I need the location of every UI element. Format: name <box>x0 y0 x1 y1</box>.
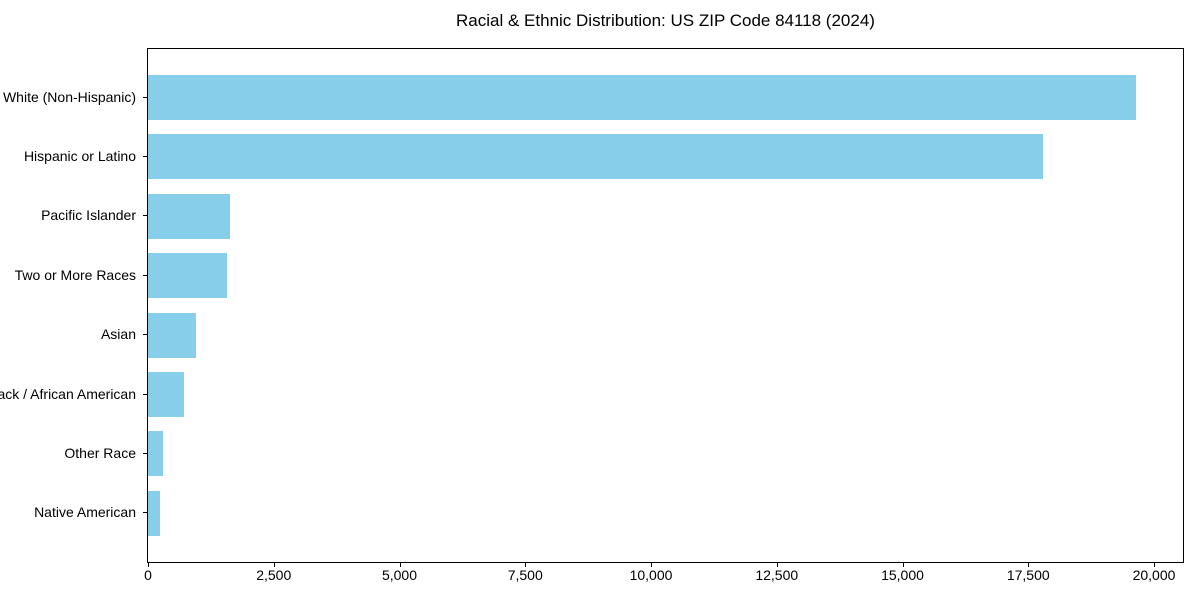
x-tick-label: 20,000 <box>1132 567 1176 583</box>
x-tick-label: 12,500 <box>755 567 799 583</box>
x-tick-label: 15,000 <box>881 567 924 583</box>
y-axis-label: Pacific Islander <box>41 207 136 224</box>
y-axis-label: White (Non-Hispanic) <box>2 88 136 105</box>
x-tick-mark <box>776 562 778 567</box>
y-axis-label: Two or More Races <box>14 266 136 283</box>
x-tick-label: 5,000 <box>381 567 418 583</box>
y-tick-mark <box>143 215 147 217</box>
x-tick-label: 10,000 <box>629 567 673 583</box>
x-tick-label: 0 <box>144 567 152 583</box>
chart-title: Racial & Ethnic Distribution: US ZIP Cod… <box>456 11 875 30</box>
x-tick-mark <box>273 562 275 567</box>
x-tick-mark <box>148 562 149 567</box>
x-tick-label: 17,500 <box>1006 567 1050 583</box>
y-tick-mark <box>143 452 147 454</box>
x-tick-mark <box>902 562 904 567</box>
x-tick-label: 7,500 <box>507 567 543 583</box>
y-axis-label: Other Race <box>64 444 136 461</box>
x-tick-mark <box>1028 562 1030 567</box>
x-tick-mark <box>399 562 401 567</box>
y-tick-mark <box>143 512 147 514</box>
y-axis-label: Hispanic or Latino <box>23 147 136 164</box>
x-tick-mark <box>651 562 652 567</box>
y-tick-mark <box>143 393 147 395</box>
x-tick-mark <box>525 562 527 567</box>
x-tick-label: 2,500 <box>256 567 292 583</box>
y-tick-mark <box>143 155 147 157</box>
bar <box>148 312 196 358</box>
y-axis-label: Native American <box>34 504 136 521</box>
bar <box>148 253 227 299</box>
y-tick-mark <box>143 334 147 336</box>
x-tick-mark <box>1154 562 1156 567</box>
bar <box>148 490 160 536</box>
y-axis-label: Black / African American <box>0 385 136 402</box>
bar <box>148 75 1136 120</box>
plot-area <box>147 48 1184 563</box>
y-axis-label: Asian <box>100 326 136 343</box>
y-tick-mark <box>143 274 147 276</box>
y-tick-mark <box>143 96 147 98</box>
bar <box>148 193 230 239</box>
bar <box>148 372 184 417</box>
bar <box>148 134 1043 180</box>
bar <box>148 431 163 477</box>
